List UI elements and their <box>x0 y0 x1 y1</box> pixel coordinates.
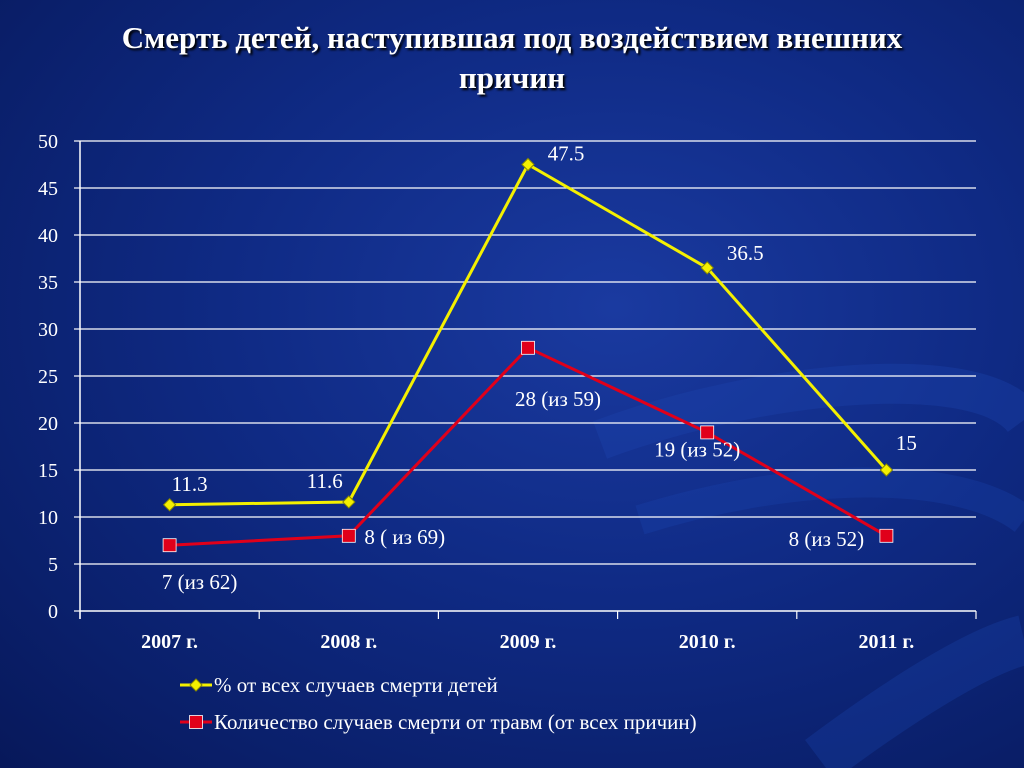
y-tick-label: 35 <box>38 272 58 294</box>
count-legend-label: Количество случаев смерти от травм (от в… <box>214 710 697 734</box>
x-tick-label: 2009 г. <box>500 631 557 653</box>
percent-legend-label: % от всех случаев смерти детей <box>214 673 498 697</box>
percent-point <box>162 498 177 512</box>
y-tick-label: 20 <box>38 413 58 435</box>
y-tick-label: 10 <box>38 507 58 529</box>
percent-data-label: 36.5 <box>727 241 764 265</box>
count-series-line <box>169 345 888 547</box>
percent-legend-marker <box>189 678 203 692</box>
percent-series-line <box>169 162 888 507</box>
percent-point <box>700 261 714 275</box>
percent-data-label: 15 <box>896 431 917 455</box>
y-tick-label: 15 <box>38 460 58 482</box>
y-tick-label: 40 <box>38 225 58 247</box>
x-tick-label: 2010 г. <box>679 631 736 653</box>
page-title: Смерть детей, наступившая под воздействи… <box>0 18 1024 98</box>
count-data-label: 8 ( из 69) <box>364 525 445 549</box>
x-tick-label: 2011 г. <box>859 631 915 653</box>
count-data-label: 7 (из 62) <box>162 570 238 594</box>
count-point <box>879 528 894 543</box>
y-tick-label: 50 <box>38 131 58 153</box>
y-tick-label: 25 <box>38 366 58 388</box>
y-tick-label: 0 <box>48 601 58 623</box>
count-data-label: 28 (из 59) <box>515 387 601 411</box>
count-point <box>341 528 356 543</box>
percent-data-label: 11.6 <box>307 469 343 493</box>
count-point <box>521 340 535 355</box>
title-line-2: причин <box>458 60 566 95</box>
percent-data-label: 47.5 <box>548 142 585 166</box>
x-tick-label: 2008 г. <box>320 631 377 653</box>
x-tick-label: 2007 г. <box>141 631 198 653</box>
count-point <box>162 538 177 553</box>
percent-point <box>521 157 535 172</box>
percent-point <box>342 495 356 509</box>
count-data-label: 19 (из 52) <box>654 437 740 461</box>
count-data-label: 8 (из 52) <box>789 527 865 551</box>
count-legend-marker <box>189 715 203 729</box>
title-line-1: Смерть детей, наступившая под воздействи… <box>121 20 903 55</box>
y-tick-label: 5 <box>48 554 58 576</box>
y-tick-label: 30 <box>38 319 58 341</box>
y-tick-label: 45 <box>38 178 58 200</box>
percent-point <box>879 463 894 477</box>
count-point <box>700 425 715 440</box>
percent-data-label: 11.3 <box>172 472 208 496</box>
